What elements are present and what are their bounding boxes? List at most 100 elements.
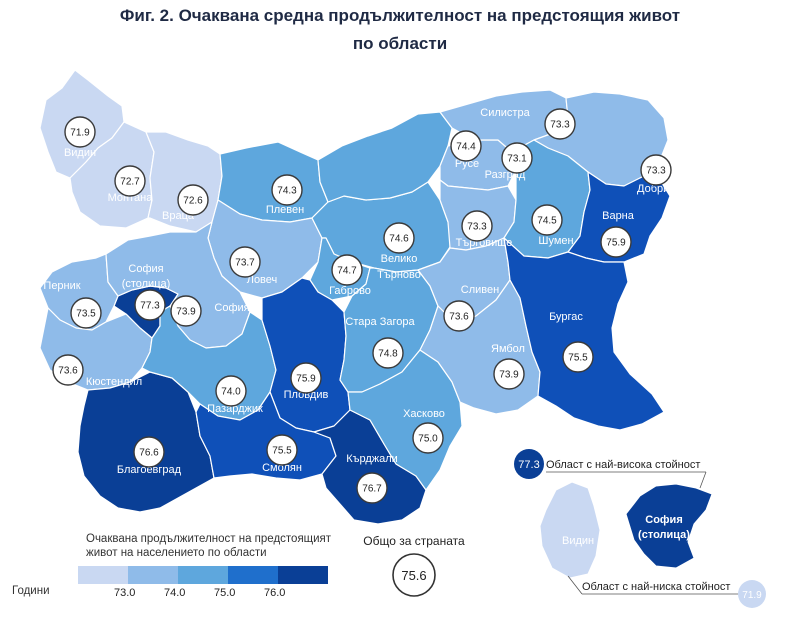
region-name-gabrovo: Габрово <box>329 285 371 297</box>
region-name-veliko-tarnovo: Велико <box>381 253 418 265</box>
region-name-pernik: Перник <box>43 280 80 292</box>
value-label-targovishte: 73.3 <box>467 222 487 233</box>
region-name-montana: Монтана <box>108 192 154 204</box>
value-label-kyustendil: 73.6 <box>58 366 78 377</box>
region-name-shumen: Шумен <box>538 235 573 247</box>
region-name-dobrich: Добрич <box>637 183 675 195</box>
value-label-kardzhali: 76.7 <box>362 484 382 495</box>
value-badge-stara-zagora: 74.8 <box>372 337 404 369</box>
region-name-haskovo: Хасково <box>403 408 445 420</box>
value-badge-pazardzhik: 74.0 <box>215 375 247 407</box>
value-label-pazardzhik: 74.0 <box>221 387 241 398</box>
region-name-sofia: София <box>214 302 249 314</box>
region-name-kyustendil: Кюстендил <box>86 376 142 388</box>
legend-title: Очаквана продължителност на предстоящият… <box>86 533 332 559</box>
value-badge-montana: 72.7 <box>114 165 146 197</box>
legend-swatch-3 <box>178 566 228 584</box>
inset-highest-label: Област с най-висока стойност <box>546 459 700 471</box>
region-name-pleven: Плевен <box>266 204 304 216</box>
region-name-yambol: Ямбол <box>491 343 525 355</box>
region-name-line2-sofia-stolitsa: (столица) <box>122 278 171 290</box>
legend-swatch-1 <box>78 566 128 584</box>
legend-swatch-5 <box>278 566 328 584</box>
value-badge-silistra: 73.3 <box>544 108 576 140</box>
value-label-vratsa: 72.6 <box>183 196 203 207</box>
value-label-vidin: 71.9 <box>70 128 90 139</box>
region-name-pazardzhik: Пазарджик <box>207 403 263 415</box>
value-badge-vidin: 71.9 <box>64 116 96 148</box>
region-name-line2-veliko-tarnovo: Търново <box>377 269 421 281</box>
value-label-yambol: 73.9 <box>499 370 519 381</box>
legend-tick-label: 75.0 <box>214 587 236 599</box>
value-label-sliven: 73.6 <box>449 312 469 323</box>
value-label-pleven: 74.3 <box>277 186 297 197</box>
country-total-value: 75.6 <box>401 568 426 583</box>
value-label-shumen: 74.5 <box>537 216 557 227</box>
region-name-plovdiv: Пловдив <box>284 389 329 401</box>
legend-swatch-4 <box>228 566 278 584</box>
value-badge-dobrich: 73.3 <box>640 154 672 186</box>
value-label-veliko-tarnovo: 74.6 <box>389 234 409 245</box>
value-label-plovdiv: 75.9 <box>296 374 316 385</box>
value-label-dobrich: 73.3 <box>646 166 666 177</box>
value-badge-sofia-stolitsa: 77.3 <box>134 289 166 321</box>
value-badge-burgas: 75.5 <box>562 341 594 373</box>
value-label-razgrad: 73.1 <box>507 154 527 165</box>
region-name-lovech: Ловеч <box>247 274 278 286</box>
value-badge-pleven: 74.3 <box>271 174 303 206</box>
legend-tick-label: 73.0 <box>114 587 136 599</box>
value-badge-plovdiv: 75.9 <box>290 362 322 394</box>
value-label-ruse: 74.4 <box>456 142 476 153</box>
value-badge-shumen: 74.5 <box>531 204 563 236</box>
country-total-label: Общо за страната <box>363 534 465 548</box>
value-label-varna: 75.9 <box>606 238 626 249</box>
chart-subtitle: по области <box>352 34 448 53</box>
value-label-montana: 72.7 <box>120 177 140 188</box>
region-name-sliven: Сливен <box>461 284 499 296</box>
legend-tick-label: 74.0 <box>164 587 186 599</box>
value-badge-kyustendil: 73.6 <box>52 354 84 386</box>
region-name-varna: Варна <box>602 210 635 222</box>
value-label-pernik: 73.5 <box>76 309 96 320</box>
value-badge-gabrovo: 74.7 <box>331 254 363 286</box>
region-name-vidin: Видин <box>64 147 96 159</box>
value-label-blagoevgrad: 76.6 <box>139 448 159 459</box>
inset-vidin-shape <box>539 481 601 579</box>
inset-lowest-name: Видин <box>562 535 594 547</box>
value-badge-smolyan: 75.5 <box>266 434 298 466</box>
region-name-smolyan: Смолян <box>262 462 302 474</box>
value-badge-veliko-tarnovo: 74.6 <box>383 222 415 254</box>
inset-highest-value: 77.3 <box>518 459 539 471</box>
inset-highest-name: София <box>645 514 682 526</box>
value-label-sofia: 73.9 <box>176 307 196 318</box>
inset-highlight: 77.3 Област с най-висока стойност Видин Соф… <box>514 449 766 608</box>
value-badge-yambol: 73.9 <box>493 358 525 390</box>
country-total: Общо за страната 75.6 <box>363 534 465 597</box>
region-haskovo <box>347 349 463 491</box>
value-label-silistra: 73.3 <box>550 120 570 131</box>
value-badge-pernik: 73.5 <box>70 297 102 329</box>
value-badge-kardzhali: 76.7 <box>356 472 388 504</box>
value-badge-sofia: 73.9 <box>170 295 202 327</box>
value-label-stara-zagora: 74.8 <box>378 349 398 360</box>
region-name-sofia-stolitsa: София <box>128 263 163 275</box>
chart-title: Фиг. 2. Очаквана средна продължителност … <box>119 6 681 25</box>
legend-tick-label: 76.0 <box>264 587 286 599</box>
region-burgas <box>503 237 665 431</box>
inset-lowest-label: Област с най-ниска стойност <box>582 581 730 593</box>
inset-sofia-shape <box>625 483 713 569</box>
region-name-silistra: Силистра <box>480 107 530 119</box>
region-name-ruse: Русе <box>455 158 479 170</box>
value-badge-ruse: 74.4 <box>450 130 482 162</box>
value-badge-lovech: 73.7 <box>229 246 261 278</box>
legend-swatch-2 <box>128 566 178 584</box>
value-label-lovech: 73.7 <box>235 258 255 269</box>
value-badge-blagoevgrad: 76.6 <box>133 436 165 468</box>
region-name-burgas: Бургас <box>549 311 583 323</box>
inset-highest-name-line2: (столица) <box>638 529 690 541</box>
value-badge-targovishte: 73.3 <box>461 210 493 242</box>
value-badge-varna: 75.9 <box>600 226 632 258</box>
legend-unit: Години <box>12 585 50 597</box>
region-varna <box>567 171 671 263</box>
